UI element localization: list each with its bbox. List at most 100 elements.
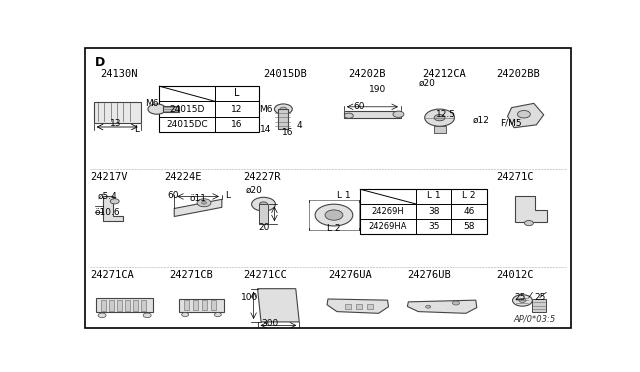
Circle shape bbox=[518, 110, 531, 118]
Circle shape bbox=[275, 104, 292, 114]
Bar bbox=[532, 299, 547, 312]
Polygon shape bbox=[327, 299, 388, 313]
Text: ø20: ø20 bbox=[246, 186, 263, 195]
Text: 24269HA: 24269HA bbox=[369, 222, 407, 231]
Text: 24276UA: 24276UA bbox=[328, 270, 372, 279]
Bar bbox=[211, 300, 216, 310]
Bar bbox=[360, 189, 486, 234]
Text: 14: 14 bbox=[260, 125, 271, 134]
Polygon shape bbox=[407, 300, 477, 313]
Circle shape bbox=[434, 115, 445, 121]
Text: D: D bbox=[95, 56, 105, 69]
Circle shape bbox=[513, 295, 532, 306]
Circle shape bbox=[452, 301, 460, 305]
Bar bbox=[184, 300, 189, 310]
Circle shape bbox=[197, 199, 211, 207]
Text: L 1: L 1 bbox=[427, 192, 440, 201]
Circle shape bbox=[425, 109, 454, 126]
Text: 46: 46 bbox=[463, 207, 475, 216]
Text: 24015DC: 24015DC bbox=[166, 120, 208, 129]
Bar bbox=[125, 299, 130, 311]
Bar bbox=[259, 203, 269, 224]
Text: L: L bbox=[234, 88, 239, 98]
Text: 24212CA: 24212CA bbox=[422, 69, 466, 79]
Text: 24202B: 24202B bbox=[348, 69, 385, 79]
Circle shape bbox=[182, 312, 189, 317]
Bar bbox=[109, 299, 114, 311]
Text: 24015D: 24015D bbox=[170, 105, 205, 113]
Text: ö10.6: ö10.6 bbox=[95, 208, 120, 217]
Bar bbox=[193, 300, 198, 310]
Text: 24012C: 24012C bbox=[497, 270, 534, 279]
Bar bbox=[159, 86, 259, 132]
Circle shape bbox=[524, 221, 533, 226]
Text: 24271CA: 24271CA bbox=[90, 270, 134, 279]
Text: 58: 58 bbox=[463, 222, 475, 231]
Bar bbox=[96, 298, 153, 312]
Text: L 2: L 2 bbox=[327, 224, 340, 233]
Circle shape bbox=[325, 210, 343, 220]
Bar bbox=[346, 304, 351, 309]
Bar bbox=[278, 109, 288, 129]
Text: 24015DB: 24015DB bbox=[264, 69, 307, 79]
Text: 16: 16 bbox=[282, 128, 293, 137]
Polygon shape bbox=[257, 289, 300, 322]
Text: 38: 38 bbox=[428, 207, 439, 216]
Bar bbox=[93, 102, 141, 123]
Circle shape bbox=[202, 201, 207, 204]
Circle shape bbox=[315, 204, 353, 226]
Text: 24202BB: 24202BB bbox=[497, 69, 540, 79]
Text: 4: 4 bbox=[297, 121, 303, 130]
Text: ö11: ö11 bbox=[189, 194, 207, 203]
Text: 24271CB: 24271CB bbox=[169, 270, 213, 279]
Text: 24276UB: 24276UB bbox=[408, 270, 451, 279]
Text: ø5.4: ø5.4 bbox=[98, 192, 118, 201]
Polygon shape bbox=[103, 196, 123, 221]
Bar bbox=[101, 299, 106, 311]
Text: 24269H: 24269H bbox=[372, 207, 404, 216]
Bar bbox=[133, 299, 138, 311]
Bar bbox=[141, 299, 146, 311]
Text: 24271C: 24271C bbox=[497, 172, 534, 182]
Text: 24130N: 24130N bbox=[100, 69, 138, 79]
Text: 300: 300 bbox=[261, 318, 278, 328]
Circle shape bbox=[519, 298, 526, 302]
Text: 25: 25 bbox=[515, 293, 526, 302]
Text: 13: 13 bbox=[110, 119, 122, 128]
Bar bbox=[202, 300, 207, 310]
Text: M6: M6 bbox=[145, 99, 159, 108]
Text: 24271CC: 24271CC bbox=[244, 270, 287, 279]
Circle shape bbox=[344, 113, 353, 118]
Text: 100: 100 bbox=[241, 293, 259, 302]
Text: 25: 25 bbox=[534, 293, 546, 302]
Text: 190: 190 bbox=[369, 84, 386, 93]
Text: 35: 35 bbox=[428, 222, 439, 231]
Polygon shape bbox=[515, 196, 547, 222]
Circle shape bbox=[143, 313, 151, 318]
Polygon shape bbox=[174, 199, 222, 217]
Text: L: L bbox=[225, 190, 230, 199]
Bar bbox=[367, 304, 373, 309]
Bar bbox=[344, 111, 401, 118]
Polygon shape bbox=[508, 103, 544, 128]
Text: 60: 60 bbox=[168, 190, 179, 199]
Text: ø20: ø20 bbox=[419, 79, 436, 88]
Text: L 2: L 2 bbox=[462, 192, 476, 201]
Bar bbox=[179, 299, 224, 312]
Circle shape bbox=[280, 107, 287, 111]
Text: 24217V: 24217V bbox=[90, 172, 127, 182]
Text: 12: 12 bbox=[231, 105, 243, 113]
Text: L 1: L 1 bbox=[337, 191, 351, 201]
Text: 24224E: 24224E bbox=[164, 172, 202, 182]
Bar bbox=[163, 106, 179, 112]
Text: AP/0*03:5: AP/0*03:5 bbox=[514, 315, 556, 324]
Text: 20: 20 bbox=[259, 223, 270, 232]
Bar bbox=[434, 126, 445, 132]
Text: ø12: ø12 bbox=[472, 116, 489, 125]
Bar bbox=[117, 299, 122, 311]
Circle shape bbox=[98, 313, 106, 318]
Circle shape bbox=[110, 199, 119, 204]
Text: 12.5: 12.5 bbox=[436, 110, 456, 119]
Circle shape bbox=[426, 305, 431, 308]
Text: 60: 60 bbox=[353, 102, 365, 111]
